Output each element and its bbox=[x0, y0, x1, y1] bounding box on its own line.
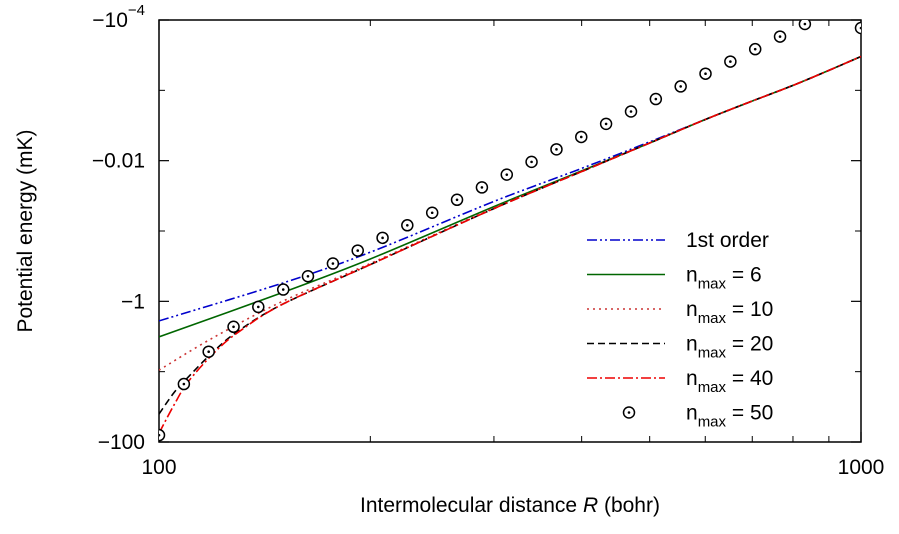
legend-label: nmax = 50 bbox=[686, 402, 773, 431]
x-axis-label-post: (bohr) bbox=[598, 494, 660, 517]
data-point-dot bbox=[281, 288, 285, 291]
legend-label-base: n bbox=[686, 333, 698, 356]
axis-ticks: 100 1000 −100 −1 −0.01 −10−4 bbox=[92, 2, 885, 479]
data-point-dot bbox=[828, 10, 831, 13]
data-point-dot bbox=[753, 47, 757, 51]
legend-label-post: = 40 bbox=[726, 367, 773, 390]
y-tick-label: −0.01 bbox=[92, 150, 145, 173]
legend-label-sub: max bbox=[698, 345, 727, 362]
legend-label-base: n bbox=[686, 367, 698, 390]
x-axis-label: Intermolecular distance R (bohr) bbox=[360, 494, 660, 517]
series-line-0 bbox=[159, 55, 861, 322]
data-point-dot bbox=[455, 198, 459, 202]
legend-label: nmax = 40 bbox=[686, 367, 773, 396]
legend-label-sub: max bbox=[698, 276, 727, 293]
series-line-4 bbox=[159, 55, 861, 434]
data-point-dot bbox=[381, 236, 384, 240]
x-axis-label-pre: Intermolecular distance bbox=[360, 494, 583, 517]
data-point-dot bbox=[530, 160, 533, 164]
data-point-dot bbox=[207, 350, 210, 353]
data-point-dot bbox=[579, 135, 583, 139]
y-axis-label: Potential energy (mK) bbox=[14, 129, 37, 332]
data-point-dot bbox=[654, 97, 658, 101]
data-point-dot bbox=[256, 305, 260, 309]
legend-label-base: n bbox=[686, 264, 698, 287]
data-point-dot bbox=[803, 22, 807, 26]
legend-label-post: = 6 bbox=[726, 264, 762, 287]
legend-label-post: = 50 bbox=[726, 402, 773, 425]
data-point-dot bbox=[629, 110, 633, 113]
data-point-dot bbox=[555, 148, 558, 151]
data-point-dot bbox=[679, 85, 682, 88]
data-point-dot bbox=[182, 382, 186, 386]
series-line-2 bbox=[159, 55, 861, 371]
legend-label-post: = 20 bbox=[726, 333, 773, 356]
data-point-dot bbox=[505, 173, 509, 176]
data-point-dot bbox=[331, 262, 335, 265]
legend-label-base: n bbox=[686, 298, 698, 321]
y-tick-label-base: −10 bbox=[92, 9, 128, 32]
legend-label-base: n bbox=[686, 402, 698, 425]
series-line-1 bbox=[159, 55, 861, 338]
y-tick-label: −1 bbox=[121, 290, 145, 313]
data-point-dot bbox=[604, 122, 608, 126]
series-n-max-50-markers bbox=[159, 6, 861, 442]
data-point-dot bbox=[480, 186, 484, 189]
data-point-dot bbox=[232, 325, 235, 329]
data-point-dot bbox=[778, 35, 782, 38]
x-tick-label: 1000 bbox=[838, 456, 885, 479]
y-tick-label: −100 bbox=[98, 431, 145, 454]
data-point-dot bbox=[406, 224, 409, 227]
legend-label-sub: max bbox=[698, 310, 727, 327]
legend-label: nmax = 20 bbox=[686, 333, 773, 362]
y-tick-label: −10−4 bbox=[92, 2, 145, 32]
legend-label-sub: max bbox=[698, 414, 727, 431]
legend-label-sub: max bbox=[698, 379, 727, 396]
x-tick-label: 100 bbox=[141, 456, 176, 479]
data-point-dot bbox=[729, 60, 732, 63]
data-point-dot bbox=[306, 274, 310, 278]
y-tick-label-exp: −4 bbox=[128, 2, 145, 19]
legend-marker-dot bbox=[627, 411, 631, 414]
data-point bbox=[854, 21, 861, 35]
data-point bbox=[159, 428, 166, 442]
series-layer bbox=[159, 6, 861, 442]
data-point-dot bbox=[430, 211, 434, 215]
legend-label: 1st order bbox=[686, 229, 769, 252]
data-point bbox=[824, 6, 835, 17]
legend-label: nmax = 10 bbox=[686, 298, 773, 327]
data-point-dot bbox=[356, 249, 360, 252]
data-point-dot bbox=[159, 433, 161, 437]
data-point-dot bbox=[859, 26, 861, 30]
x-axis-label-var: R bbox=[583, 494, 598, 517]
legend-label-post: = 10 bbox=[726, 298, 773, 321]
legend-label: nmax = 6 bbox=[686, 264, 762, 293]
data-point-dot bbox=[704, 72, 707, 75]
